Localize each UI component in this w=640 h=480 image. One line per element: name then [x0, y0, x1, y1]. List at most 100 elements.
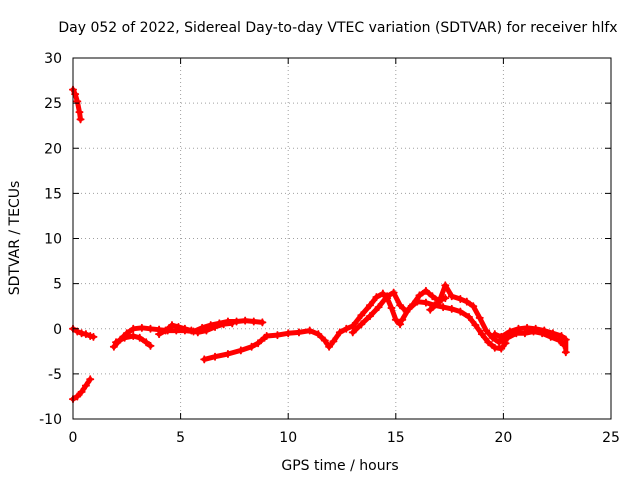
data-point — [482, 326, 491, 335]
x-tick-label: 25 — [602, 430, 620, 446]
x-tick-label: 5 — [176, 430, 185, 446]
data-point — [514, 324, 523, 333]
y-tick-label: 15 — [44, 186, 62, 202]
data-point — [495, 338, 504, 347]
data-point — [86, 375, 95, 384]
series-arc-g — [398, 297, 510, 353]
series-arc-h — [426, 281, 568, 349]
data-point — [348, 322, 357, 331]
data-point — [294, 328, 303, 337]
data-point — [77, 387, 86, 396]
y-tick-label: 20 — [44, 141, 62, 157]
data-point — [223, 350, 232, 359]
data-point — [329, 337, 338, 346]
data-point — [81, 381, 90, 390]
axis-ticks: 0 5 10 15 20 25 -10 -5 0 5 10 15 20 25 30 — [39, 51, 620, 446]
chart-title: Day 052 of 2022, Sidereal Day-to-day VTE… — [58, 20, 617, 36]
data-point — [387, 303, 396, 312]
series-arc-f — [348, 286, 450, 337]
x-tick-label: 15 — [387, 430, 405, 446]
data-point — [219, 320, 228, 329]
data-point — [484, 338, 493, 347]
data-point — [447, 304, 456, 313]
data-point — [73, 327, 82, 336]
data-point — [236, 346, 245, 355]
data-point — [241, 316, 250, 325]
data-point — [228, 319, 237, 328]
data-point — [73, 392, 82, 401]
data-point — [342, 324, 351, 333]
data-point — [374, 303, 383, 312]
data-point — [249, 317, 258, 326]
data-point — [441, 281, 450, 290]
series-arc-start-zero — [69, 324, 98, 341]
data-point — [142, 338, 151, 347]
data-point — [193, 328, 202, 337]
data-point — [112, 338, 121, 347]
data-point — [81, 330, 90, 339]
data-point — [247, 342, 256, 351]
data-point — [372, 293, 381, 302]
series-arc-c — [155, 319, 237, 339]
data-point — [497, 332, 506, 341]
data-point — [200, 355, 209, 364]
data-point — [462, 297, 471, 306]
data-point — [561, 335, 570, 344]
data-point — [357, 311, 366, 320]
data-point — [135, 333, 144, 342]
data-point — [490, 343, 499, 352]
data-point — [335, 328, 344, 337]
data-point — [167, 321, 176, 330]
data-point — [146, 341, 155, 350]
y-tick-label: -10 — [39, 412, 62, 428]
data-point — [378, 289, 387, 298]
y-axis-label: SDTVAR / TECUs — [7, 181, 23, 296]
series-arc-start-high — [69, 85, 85, 124]
data-point — [75, 108, 84, 117]
data-point — [314, 330, 323, 339]
data-point — [187, 326, 196, 335]
x-tick-label: 20 — [494, 430, 512, 446]
data-point — [469, 302, 478, 311]
data-point — [477, 330, 486, 339]
series-arc-b — [112, 331, 155, 350]
data-point — [211, 352, 220, 361]
data-point — [434, 298, 443, 307]
x-tick-label: 10 — [279, 430, 297, 446]
data-point — [109, 342, 118, 351]
data-point — [555, 336, 564, 345]
data-point — [415, 291, 424, 300]
data-point — [396, 301, 405, 310]
y-tick-label: 10 — [44, 232, 62, 248]
data-point — [413, 297, 422, 306]
data-point — [180, 324, 189, 333]
data-point — [262, 331, 271, 340]
data-point — [129, 331, 138, 340]
data-point — [464, 313, 473, 322]
data-point — [146, 324, 155, 333]
data-point — [155, 330, 164, 339]
data-point — [325, 342, 334, 351]
data-point — [561, 348, 570, 357]
data-point — [421, 286, 430, 295]
data-point — [557, 331, 566, 340]
grid — [73, 58, 611, 419]
data-point — [523, 323, 532, 332]
data-point — [89, 332, 98, 341]
data-point — [365, 301, 374, 310]
data-point — [129, 324, 138, 333]
data-point — [232, 317, 241, 326]
data-point — [391, 315, 400, 324]
data-point — [320, 336, 329, 345]
y-tick-label: 30 — [44, 51, 62, 67]
data-point — [520, 329, 529, 338]
data-point — [441, 294, 450, 303]
data-point — [404, 304, 413, 313]
series-arc-d — [200, 333, 269, 364]
data-point — [540, 326, 549, 335]
y-tick-label: -5 — [48, 367, 62, 383]
data-point — [471, 321, 480, 330]
y-tick-label: 25 — [44, 96, 62, 112]
data-point — [421, 298, 430, 307]
